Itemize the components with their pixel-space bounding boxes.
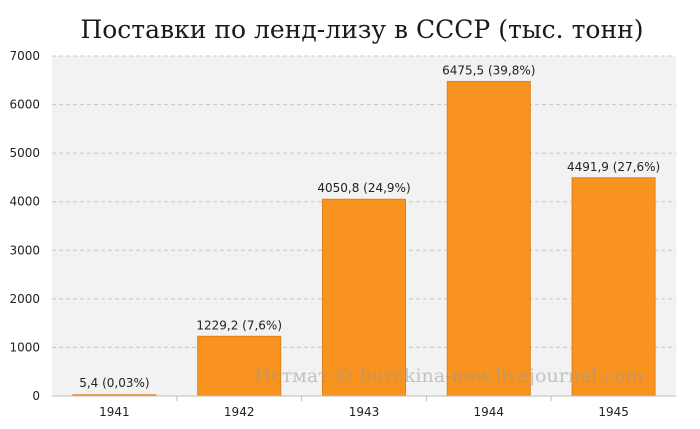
y-tick-label: 5000 bbox=[9, 146, 40, 160]
y-tick-label: 3000 bbox=[9, 243, 40, 257]
y-tick-label: 0 bbox=[32, 389, 40, 403]
bar-1944 bbox=[446, 80, 531, 397]
data-labels: 5,4 (0,03%) 1229,2 (7,6%) 4050,8 (24,9%) 64… bbox=[79, 63, 660, 390]
x-tick-label: 1941 bbox=[99, 405, 130, 419]
bar-1943 bbox=[322, 198, 406, 397]
x-tick-label: 1944 bbox=[474, 405, 505, 419]
y-tick-label: 4000 bbox=[9, 195, 40, 209]
data-label: 4050,8 (24,9%) bbox=[317, 181, 410, 195]
x-tick-label: 1943 bbox=[349, 405, 380, 419]
x-axis: 1941 1942 1943 1944 1945 bbox=[99, 396, 629, 419]
y-tick-label: 1000 bbox=[9, 340, 40, 354]
bars bbox=[72, 80, 656, 397]
y-tick-label: 7000 bbox=[9, 49, 40, 63]
y-tick-label: 6000 bbox=[9, 98, 40, 112]
data-label: 5,4 (0,03%) bbox=[79, 376, 149, 390]
bar-1945 bbox=[571, 177, 656, 397]
data-label: 1229,2 (7,6%) bbox=[196, 318, 282, 332]
watermark: Истмат © burckina-new.livejournal.com bbox=[254, 365, 643, 387]
x-tick-label: 1942 bbox=[224, 405, 255, 419]
y-tick-label: 2000 bbox=[9, 292, 40, 306]
x-tick-label: 1945 bbox=[598, 405, 629, 419]
y-axis: 0 1000 2000 3000 4000 5000 6000 7000 bbox=[9, 49, 676, 403]
data-label: 4491,9 (27,6%) bbox=[567, 160, 660, 174]
chart-title: Поставки по ленд-лизу в СССР (тыс. тонн) bbox=[80, 15, 643, 44]
data-label: 6475,5 (39,8%) bbox=[442, 63, 535, 77]
